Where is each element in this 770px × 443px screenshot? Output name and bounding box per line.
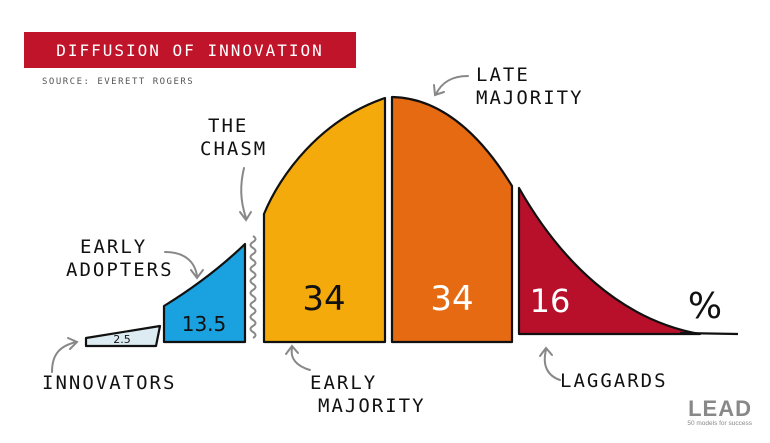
brand-name: LEAD xyxy=(688,396,752,421)
label-innovators: INNOVATORS xyxy=(42,372,177,394)
unit-symbol: % xyxy=(688,286,722,327)
value-laggards: 16 xyxy=(530,282,571,320)
label-laggards: LAGGARDS xyxy=(560,370,668,392)
label-early-majority-line2: MAJORITY xyxy=(318,395,426,417)
label-early-adopters-line1: EARLY xyxy=(80,236,148,258)
source-note: SOURCE: EVERETT ROGERS xyxy=(42,77,195,87)
value-late-majority: 34 xyxy=(430,279,473,319)
arrow-laggards xyxy=(539,346,561,381)
segment-early-majority xyxy=(262,96,387,344)
value-innovators: 2.5 xyxy=(113,333,131,346)
arrow-early-majority xyxy=(285,344,311,371)
brand-logo: LEAD 50 models for success xyxy=(687,396,752,428)
value-early-majority: 34 xyxy=(302,279,345,319)
segment-late-majority xyxy=(390,95,514,344)
label-late-majority-line2: MAJORITY xyxy=(476,87,584,109)
arrow-chasm xyxy=(239,167,252,222)
curve-tail xyxy=(679,331,739,336)
label-early-majority-line1: EARLY xyxy=(310,372,378,394)
label-early-adopters-line2: ADOPTERS xyxy=(66,259,174,281)
title-banner: DIFFUSION OF INNOVATION xyxy=(24,32,356,68)
chasm-squiggle xyxy=(249,235,257,339)
arrow-early-adopters xyxy=(164,251,204,280)
arrow-innovators xyxy=(51,337,79,373)
label-chasm-line2: CHASM xyxy=(200,138,268,160)
segment-innovators xyxy=(84,324,162,348)
arrow-late-majority xyxy=(433,75,469,97)
brand-tagline: 50 models for success xyxy=(687,420,752,427)
label-late-majority-line1: LATE xyxy=(476,64,530,86)
title: DIFFUSION OF INNOVATION xyxy=(56,40,324,60)
value-early-adopters: 13.5 xyxy=(182,312,227,336)
label-chasm-line1: THE xyxy=(208,115,249,137)
segment-early-adopters xyxy=(162,242,247,344)
